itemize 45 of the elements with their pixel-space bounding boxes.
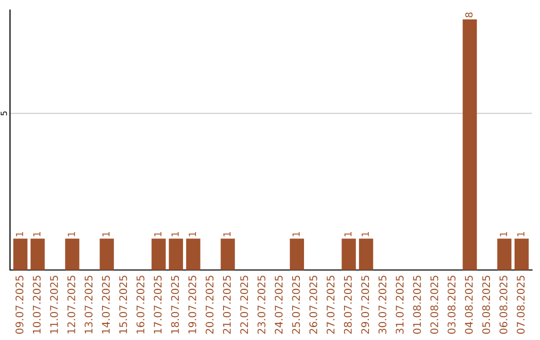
y-tick-label: 5 [0, 111, 7, 116]
x-tick-label: 20.07.2025 [206, 276, 214, 334]
data-label: 1 [344, 232, 352, 236]
x-tick-label: 05.08.2025 [482, 276, 490, 334]
x-tick-label: 22.07.2025 [240, 276, 248, 334]
x-tick-label: 18.07.2025 [171, 276, 179, 334]
x-tick-label: 21.07.2025 [222, 276, 231, 334]
x-tick-label: 28.07.2025 [344, 276, 352, 334]
x-tick-label: 27.07.2025 [326, 276, 335, 334]
data-label: 1 [500, 232, 508, 236]
x-tick-label: 13.07.2025 [84, 276, 93, 334]
data-label: 1 [362, 232, 369, 236]
x-tick-label: 23.07.2025 [258, 276, 266, 334]
x-tick-label: 04.08.2025 [464, 276, 473, 334]
x-tick-label: 15.07.2025 [119, 276, 128, 334]
data-label: 1 [188, 232, 196, 236]
x-tick-label: 29.07.2025 [361, 276, 370, 334]
x-tick-label: 02.08.2025 [430, 276, 438, 334]
x-tick-label: 30.07.2025 [378, 276, 386, 334]
data-label: 1 [33, 232, 40, 236]
x-tick-label: 25.07.2025 [292, 276, 300, 334]
data-label: 1 [172, 232, 179, 236]
x-tick-label: 16.07.2025 [136, 276, 144, 334]
data-label: 1 [16, 232, 24, 236]
data-label: 1 [102, 232, 110, 236]
data-label: 1 [68, 232, 75, 236]
x-tick-label: 31.07.2025 [396, 276, 404, 334]
x-tick-label: 26.07.2025 [309, 276, 318, 334]
x-tick-label: 17.07.2025 [154, 276, 162, 334]
x-tick-label: 12.07.2025 [67, 276, 76, 334]
x-tick-label: 09.07.2025 [16, 276, 24, 334]
data-label: 1 [223, 232, 230, 236]
data-label: 1 [154, 232, 162, 236]
x-tick-label: 10.07.2025 [32, 276, 41, 334]
x-tick-label: 19.07.2025 [188, 276, 196, 334]
x-tick-label: 24.07.2025 [274, 276, 283, 334]
data-label: 1 [292, 232, 300, 236]
x-tick-label: 11.07.2025 [50, 276, 58, 334]
x-tick-label: 01.08.2025 [413, 276, 421, 334]
data-label: 8 [465, 12, 473, 18]
x-tick-label: 06.08.2025 [499, 276, 508, 334]
x-tick-label: 07.08.2025 [516, 276, 525, 334]
x-tick-label: 14.07.2025 [102, 276, 110, 334]
data-label: 1 [517, 232, 524, 236]
x-tick-label: 03.08.2025 [448, 276, 456, 334]
